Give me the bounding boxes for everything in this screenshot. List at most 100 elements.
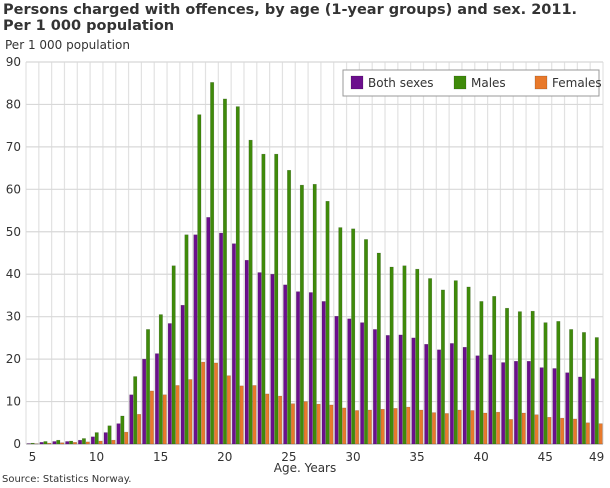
x-tick-label: 30: [345, 450, 360, 464]
x-tick-label: 25: [281, 450, 296, 464]
bar-males-age-25: [287, 169, 292, 445]
bar-both-sexes-age-8: [65, 441, 70, 445]
bar-females-age-8: [72, 442, 77, 445]
bar-both-sexes-age-26: [296, 291, 301, 445]
bar-females-age-36: [431, 412, 436, 445]
bar-males-age-30: [351, 228, 356, 445]
bar-males-age-21: [235, 106, 240, 445]
bar-males-age-32: [376, 252, 381, 445]
bar-both-sexes-age-41: [488, 354, 493, 445]
bar-males-age-47: [569, 329, 574, 445]
bar-both-sexes-age-47: [565, 372, 570, 445]
bar-males-age-7: [56, 439, 61, 445]
x-tick-label: 45: [538, 450, 553, 464]
bar-females-age-46: [560, 417, 565, 445]
bar-both-sexes-age-14: [142, 358, 147, 445]
y-tick-label: 40: [6, 267, 21, 281]
bar-females-age-31: [367, 409, 372, 445]
bar-both-sexes-age-40: [475, 355, 480, 445]
x-tick-label: 15: [153, 450, 168, 464]
bar-males-age-9: [81, 438, 86, 445]
bar-both-sexes-age-39: [462, 346, 467, 445]
bar-females-age-28: [329, 404, 334, 445]
bar-females-age-39: [470, 410, 475, 445]
y-tick-label: 90: [6, 55, 21, 69]
bar-males-age-36: [428, 278, 433, 445]
bar-females-age-6: [47, 442, 52, 445]
bar-females-age-24: [278, 395, 283, 445]
bar-males-age-24: [274, 153, 279, 445]
bar-females-age-49: [598, 423, 603, 445]
bar-males-age-41: [492, 296, 497, 445]
bar-females-age-30: [355, 410, 360, 445]
legend-swatch-both-sexes: [350, 75, 364, 90]
bar-females-age-27: [316, 403, 321, 445]
x-axis-label: Age. Years: [273, 461, 337, 475]
legend-label: Males: [471, 76, 506, 90]
legend-swatch-males: [453, 75, 467, 90]
legend-swatch-females: [534, 75, 548, 90]
bar-males-age-43: [517, 311, 522, 445]
legend-label: Both sexes: [368, 76, 434, 90]
bar-males-age-46: [556, 321, 561, 445]
bar-females-age-34: [406, 406, 411, 445]
bar-both-sexes-age-45: [539, 367, 544, 445]
bar-both-sexes-age-27: [308, 292, 313, 445]
bar-females-age-44: [534, 414, 539, 445]
bar-both-sexes-age-46: [552, 368, 557, 445]
bar-both-sexes-age-7: [52, 441, 57, 445]
bar-both-sexes-age-36: [424, 344, 429, 445]
bar-females-age-23: [265, 393, 270, 445]
bar-males-age-39: [466, 286, 471, 445]
bar-both-sexes-age-23: [257, 272, 262, 445]
bar-males-age-13: [133, 376, 138, 445]
bar-females-age-38: [457, 409, 462, 445]
bar-females-age-12: [124, 431, 129, 445]
bar-both-sexes-age-16: [167, 323, 172, 445]
bar-females-age-13: [137, 414, 142, 445]
bar-males-age-14: [146, 329, 150, 445]
bar-females-age-16: [175, 385, 180, 445]
bar-both-sexes-age-49: [590, 378, 595, 445]
bar-males-age-37: [440, 289, 445, 445]
bar-males-age-49: [594, 337, 599, 445]
bar-males-age-48: [581, 332, 586, 445]
bar-males-age-44: [530, 310, 535, 445]
bar-females-age-32: [380, 408, 385, 445]
bar-both-sexes-age-21: [231, 243, 236, 445]
bar-males-age-10: [94, 432, 99, 445]
y-tick-label: 20: [6, 352, 21, 366]
bar-both-sexes-age-24: [270, 273, 275, 445]
x-tick-label: 40: [474, 450, 489, 464]
bar-males-age-16: [171, 265, 176, 445]
bar-males-age-29: [338, 227, 343, 445]
bar-both-sexes-age-42: [501, 362, 506, 445]
bar-females-age-18: [201, 361, 206, 445]
bar-males-age-42: [505, 307, 510, 445]
bar-both-sexes-age-37: [437, 349, 442, 445]
bar-females-age-42: [508, 419, 513, 445]
bar-females-age-19: [214, 362, 218, 445]
bar-both-sexes-age-43: [514, 360, 518, 445]
bar-males-age-33: [389, 266, 394, 445]
y-tick-label: 50: [6, 225, 21, 239]
bar-both-sexes-age-17: [180, 304, 185, 445]
bar-both-sexes-age-44: [526, 360, 531, 445]
chart-title: Persons charged with offences, by age (1…: [3, 2, 577, 34]
title-line-2: Per 1 000 population: [3, 18, 175, 34]
bar-females-age-37: [444, 413, 449, 445]
bar-females-age-29: [342, 407, 347, 445]
bar-both-sexes-age-11: [103, 432, 108, 445]
x-tick-label: 10: [89, 450, 104, 464]
bar-males-age-19: [210, 82, 215, 445]
bar-males-age-17: [184, 234, 189, 445]
bar-females-age-33: [393, 408, 398, 445]
legend-label: Females: [552, 76, 602, 90]
y-tick-label: 30: [6, 310, 21, 324]
bar-both-sexes-age-19: [206, 217, 211, 445]
bar-males-age-23: [261, 153, 266, 445]
bar-males-age-20: [222, 98, 227, 445]
legend-box: [342, 69, 600, 97]
bar-both-sexes-age-38: [449, 343, 454, 445]
bar-males-age-5: [30, 442, 35, 445]
